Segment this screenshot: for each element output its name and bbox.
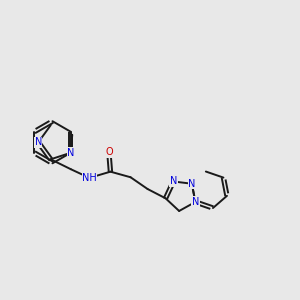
Text: N: N (188, 179, 196, 189)
Text: N: N (34, 137, 42, 147)
Text: NH: NH (82, 173, 97, 183)
Text: O: O (105, 148, 113, 158)
Text: N: N (67, 148, 74, 158)
Text: N: N (192, 197, 199, 207)
Text: N: N (170, 176, 177, 187)
